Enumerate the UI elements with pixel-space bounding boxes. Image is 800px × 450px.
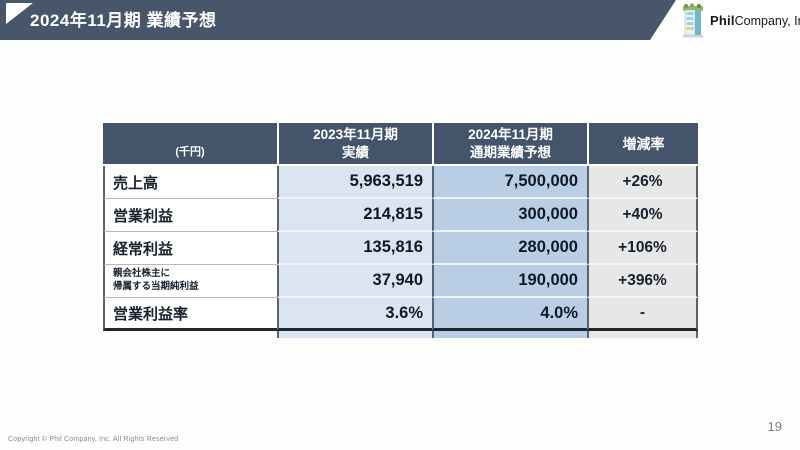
copyright-text: Copyright © Phil Company, Inc. All Right…	[8, 436, 179, 443]
table-header-change: 増減率	[587, 123, 698, 166]
row-sales-actual: 5,963,519	[277, 166, 432, 199]
table-header-unit: (千円)	[103, 123, 277, 166]
row-operating-profit-change: +40%	[587, 199, 698, 232]
row-net-income-actual: 37,940	[277, 265, 432, 298]
row-ordinary-profit-forecast: 280,000	[432, 232, 587, 265]
row-operating-margin-actual: 3.6%	[277, 298, 432, 331]
logo-brand-rest: Company, Inc	[734, 13, 800, 28]
table-header-fy2024: 2024年11月期 通期業績予想	[432, 123, 587, 166]
table-extension-strip	[432, 331, 587, 338]
logo-brand-bold: Phil	[710, 12, 735, 28]
financial-forecast-table: (千円) 2023年11月期 実績 2024年11月期 通期業績予想 増減率 売…	[103, 123, 698, 338]
row-ordinary-profit-actual: 135,816	[277, 232, 432, 265]
building-icon	[683, 2, 703, 37]
row-label-operating-profit: 営業利益	[103, 199, 277, 232]
corner-triangle-decoration	[6, 3, 33, 24]
logo-panel: PhilCompany, Inc	[650, 0, 800, 40]
row-net-income-forecast: 190,000	[432, 265, 587, 298]
row-ordinary-profit-change: +106%	[587, 232, 698, 265]
row-operating-margin-forecast: 4.0%	[432, 298, 587, 331]
page-number: 19	[767, 419, 782, 434]
row-label-net-income: 親会社株主に 帰属する当期純利益	[103, 265, 277, 298]
row-label-operating-margin: 営業利益率	[103, 298, 277, 331]
row-sales-change: +26%	[587, 166, 698, 199]
table-extension-strip	[587, 331, 698, 338]
row-sales-forecast: 7,500,000	[432, 166, 587, 199]
row-operating-margin-change: -	[587, 298, 698, 331]
row-operating-profit-forecast: 300,000	[432, 199, 587, 232]
row-label-ordinary-profit: 経常利益	[103, 232, 277, 265]
table-extension-strip	[103, 331, 277, 338]
logo-wordmark: PhilCompany, Inc	[710, 13, 800, 28]
row-net-income-change: +396%	[587, 265, 698, 298]
table-extension-strip	[277, 331, 432, 338]
row-label-sales: 売上高	[103, 166, 277, 199]
table-header-fy2023: 2023年11月期 実績	[277, 123, 432, 166]
page-title: 2024年11月期 業績予想	[30, 11, 217, 30]
row-operating-profit-actual: 214,815	[277, 199, 432, 232]
